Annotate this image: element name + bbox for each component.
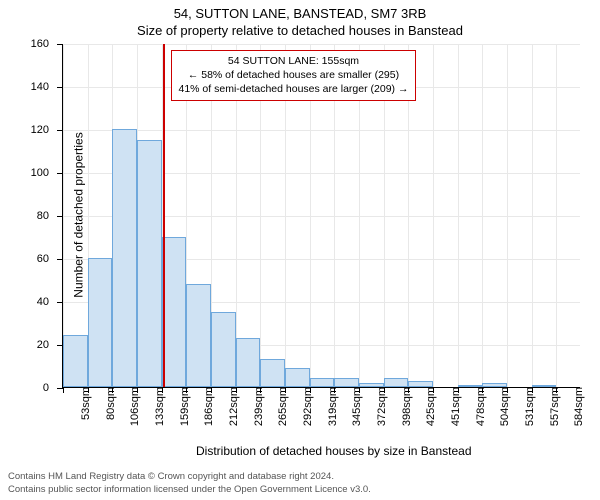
ytick-label: 40 [37,296,63,308]
histogram-bar [236,338,261,387]
xtick-label: 159sqm [169,387,191,426]
xtick-mark [211,387,212,393]
xtick-label: 265sqm [267,387,289,426]
histogram-bar [88,258,113,387]
xtick-label: 292sqm [292,387,314,426]
xtick-mark [260,387,261,393]
histogram-bar [532,385,557,387]
ytick-label: 80 [37,210,63,222]
histogram-bar [186,284,211,387]
y-axis-label: Number of detached properties [72,132,86,297]
histogram-bar [63,335,88,387]
histogram-bar [137,140,162,387]
histogram-bar [211,312,236,387]
xtick-label: 80sqm [95,387,117,420]
xtick-mark [88,387,89,393]
xtick-label: 372sqm [366,387,388,426]
footer-line-1: Contains HM Land Registry data © Crown c… [8,471,371,483]
histogram-bar [285,368,310,387]
xtick-label: 239sqm [243,387,265,426]
histogram-bar [162,237,187,388]
x-axis-label: Distribution of detached houses by size … [196,444,472,458]
xtick-label: 584sqm [563,387,585,426]
xtick-label: 557sqm [539,387,561,426]
ytick-label: 160 [31,38,63,50]
histogram-bar [384,378,409,387]
chart-container: 54, SUTTON LANE, BANSTEAD, SM7 3RB Size … [0,0,600,500]
xtick-mark [285,387,286,393]
xtick-mark [433,387,434,393]
gridline-h [63,130,580,131]
ytick-label: 60 [37,253,63,265]
xtick-mark [556,387,557,393]
xtick-mark [137,387,138,393]
histogram-bar [482,383,507,387]
gridline-v [482,44,483,387]
histogram-bar [260,359,285,387]
xtick-label: 531sqm [514,387,536,426]
xtick-label: 504sqm [489,387,511,426]
histogram-bar [112,129,137,387]
histogram-bar [310,378,335,387]
xtick-mark [236,387,237,393]
xtick-mark [482,387,483,393]
callout-line: ← 58% of detached houses are smaller (29… [179,68,409,82]
xtick-mark [507,387,508,393]
histogram-bar [458,385,483,387]
title-subtitle: Size of property relative to detached ho… [0,21,600,38]
xtick-label: 133sqm [144,387,166,426]
xtick-mark [408,387,409,393]
xtick-label: 106sqm [119,387,141,426]
xtick-mark [310,387,311,393]
xtick-label: 398sqm [391,387,413,426]
histogram-bar [408,381,433,387]
xtick-label: 186sqm [193,387,215,426]
gridline-v [532,44,533,387]
gridline-v [556,44,557,387]
xtick-mark [63,387,64,393]
gridline-v [458,44,459,387]
footer-attribution: Contains HM Land Registry data © Crown c… [8,471,371,496]
marker-line [163,44,165,387]
xtick-mark [384,387,385,393]
callout-line: 41% of semi-detached houses are larger (… [179,82,409,96]
ytick-label: 20 [37,339,63,351]
xtick-label: 319sqm [317,387,339,426]
ytick-label: 0 [43,382,63,394]
footer-line-2: Contains public sector information licen… [8,484,371,496]
xtick-mark [162,387,163,393]
histogram-bar [359,383,384,387]
title-address: 54, SUTTON LANE, BANSTEAD, SM7 3RB [0,0,600,21]
ytick-label: 100 [31,167,63,179]
xtick-label: 425sqm [415,387,437,426]
histogram-bar [334,378,359,387]
xtick-label: 451sqm [440,387,462,426]
xtick-mark [532,387,533,393]
ytick-label: 120 [31,124,63,136]
callout-line: 54 SUTTON LANE: 155sqm [179,54,409,68]
callout-box: 54 SUTTON LANE: 155sqm← 58% of detached … [171,50,417,101]
xtick-mark [186,387,187,393]
xtick-label: 53sqm [70,387,92,420]
xtick-mark [359,387,360,393]
xtick-label: 212sqm [218,387,240,426]
gridline-v [507,44,508,387]
xtick-mark [112,387,113,393]
xtick-mark [334,387,335,393]
gridline-v [433,44,434,387]
gridline-h [63,44,580,45]
xtick-label: 478sqm [465,387,487,426]
plot-area: 02040608010012014016053sqm80sqm106sqm133… [62,44,580,388]
ytick-label: 140 [31,81,63,93]
xtick-mark [458,387,459,393]
xtick-label: 345sqm [341,387,363,426]
